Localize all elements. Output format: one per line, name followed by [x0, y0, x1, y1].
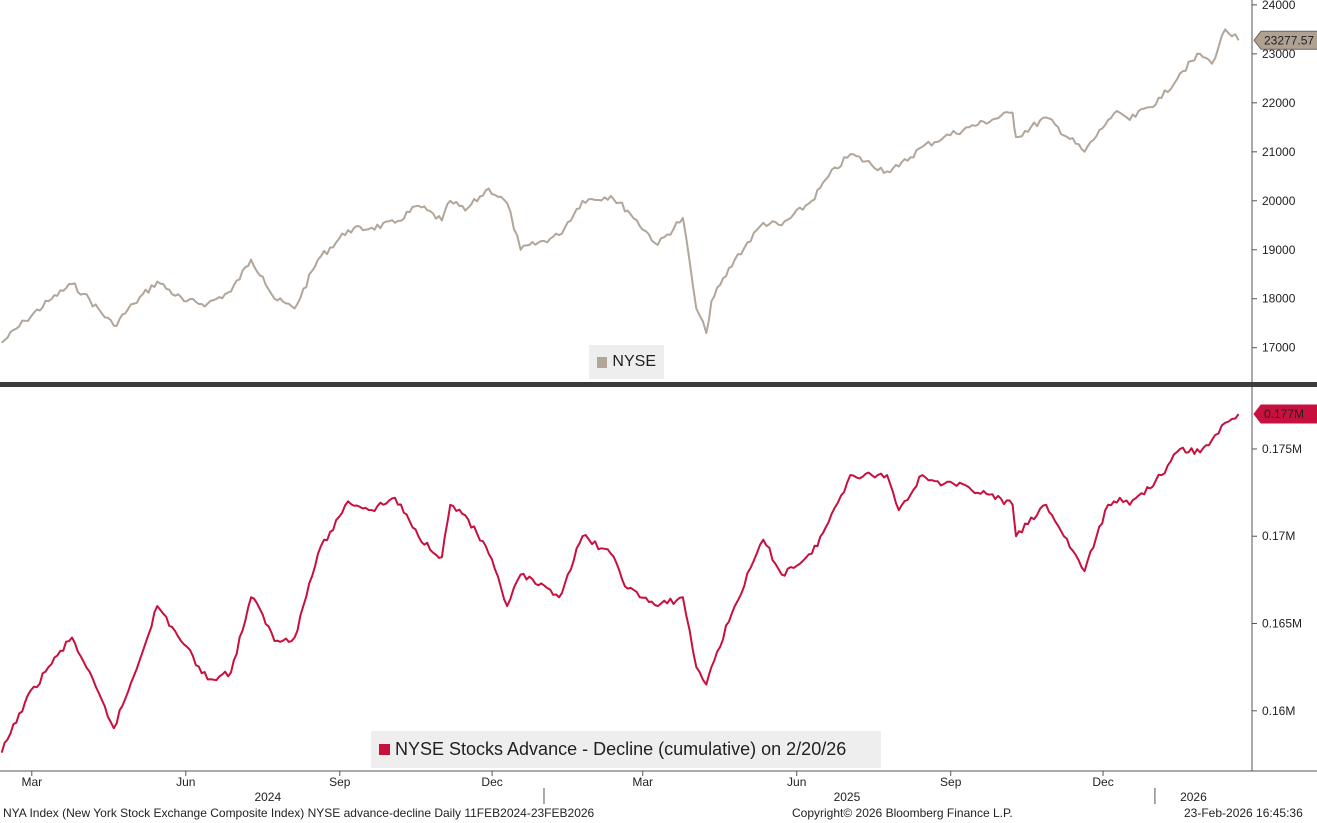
x-tick-label-jun: Jun [787, 775, 806, 789]
last-value-tag-adline: 0.177M [1253, 404, 1317, 424]
x-tick-label-dec: Dec [481, 775, 502, 789]
footer-copyright: Copyright© 2026 Bloomberg Finance L.P. [792, 806, 1013, 820]
y-tick-label: 18000 [1262, 292, 1296, 306]
x-year-label-2026: 2026 [1180, 790, 1207, 804]
x-tick-label-jun: Jun [176, 775, 195, 789]
y-tick-label: 24000 [1262, 0, 1296, 12]
last-value-label: 0.177M [1264, 407, 1304, 421]
last-value-label: 23277.57 [1264, 33, 1314, 47]
y-tick-label: 0.165M [1262, 617, 1302, 631]
y-tick-label: 0.16M [1262, 704, 1295, 718]
series-line-nyse [1, 28, 1240, 344]
legend-top: NYSE [589, 345, 664, 379]
legend-bottom: NYSE Stocks Advance - Decline (cumulativ… [371, 731, 881, 768]
axis-layer: 17000 18000 19000 20000 21000 22000 23000 24000… [21, 0, 1317, 804]
y-tick-label: 0.17M [1262, 529, 1295, 543]
x-tick-label-sep: Sep [329, 775, 351, 789]
y-tick-label: 19000 [1262, 243, 1296, 257]
panel-divider [0, 382, 1317, 387]
y-tick-label: 23000 [1262, 47, 1296, 61]
last-value-badge [1253, 30, 1317, 50]
y-tick-label: 17000 [1262, 341, 1296, 355]
x-tick-label-dec: Dec [1092, 775, 1113, 789]
y-tick-label: 22000 [1262, 96, 1296, 110]
x-year-label-2025: 2025 [834, 790, 861, 804]
x-tick-label-sep: Sep [940, 775, 962, 789]
footer-description: NYA Index (New York Stock Exchange Compo… [3, 806, 595, 820]
series-line-adline [0, 413, 1240, 753]
legend-swatch-adline [379, 744, 390, 755]
legend-swatch-nyse [597, 356, 608, 368]
legend-label-adline: NYSE Stocks Advance - Decline (cumulativ… [395, 739, 847, 759]
last-value-tag-nyse: 23277.57 [1253, 30, 1317, 50]
legend-label-nyse: NYSE [612, 353, 656, 370]
chart-frame [0, 0, 1317, 772]
y-tick-label: 20000 [1262, 194, 1296, 208]
y-tick-label: 0.175M [1262, 442, 1302, 456]
series-layer [0, 28, 1240, 753]
x-year-label-2024: 2024 [254, 790, 281, 804]
x-tick-label-mar: Mar [21, 775, 42, 789]
y-tick-label: 21000 [1262, 145, 1296, 159]
last-value-badge [1253, 404, 1317, 424]
x-tick-label-mar: Mar [632, 775, 653, 789]
footer-timestamp: 23-Feb-2026 16:45:36 [1184, 806, 1303, 820]
